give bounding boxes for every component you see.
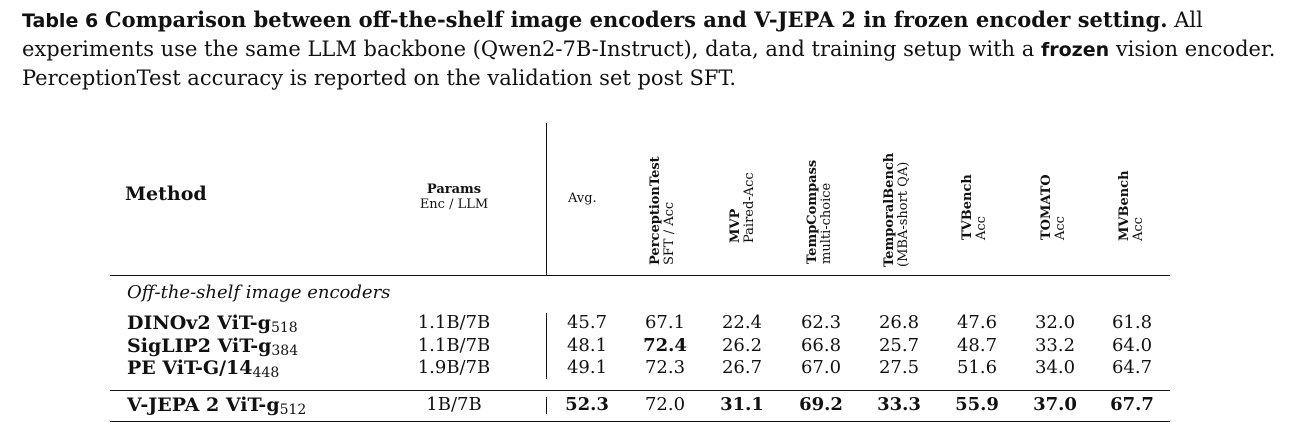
table-row-2-value: 27.5 [878, 357, 920, 378]
benchmark-sub: Acc [1131, 217, 1146, 241]
table-row-final-value: 33.3 [877, 394, 921, 415]
method-resolution: 384 [271, 343, 299, 359]
table-row-0-value: 45.7 [566, 312, 608, 333]
benchmark-title: TVBench [960, 174, 975, 240]
table-row-1-value: 48.7 [956, 335, 998, 356]
benchmark-title: PerceptionTest [648, 156, 663, 265]
table-row-1-value: 64.0 [1111, 335, 1153, 356]
table-row-1-value: 25.7 [878, 335, 920, 356]
table-row-0-value: 26.8 [878, 312, 920, 333]
table-row-final-value: 31.1 [720, 394, 764, 415]
caption-body-before: All experiments use the same LLM backbon… [22, 8, 1203, 61]
method-resolution: 512 [279, 402, 307, 418]
benchmark-title: MVBench [1117, 170, 1132, 241]
method-name: V-JEPA 2 ViT-g [127, 394, 280, 416]
table-row-2-value: 34.0 [1034, 357, 1076, 378]
header-rule [110, 275, 1170, 276]
caption-label: Table 6 [22, 10, 99, 32]
table-row-0-value: 61.8 [1111, 312, 1153, 333]
method-name: DINOv2 ViT-g [127, 312, 271, 334]
benchmark-sub: Acc [974, 216, 989, 240]
table-row-1-value: 72.4 [643, 335, 687, 356]
table-row-0-value: 22.4 [721, 312, 763, 333]
header-params-sub: Enc / LLM [419, 197, 489, 212]
caption-body-after: vision encoder. PerceptionTest accuracy … [22, 37, 1276, 90]
final-row-rule [110, 390, 1170, 391]
table-row-1-value: 66.8 [800, 335, 842, 356]
body-separator [546, 313, 547, 379]
header-avg: Avg. [568, 191, 597, 206]
final-row-separator [546, 397, 547, 414]
table-row-2-value: 67.0 [800, 357, 842, 378]
header-separator [546, 123, 547, 275]
table-row-2-params: 1.9B/7B [417, 357, 491, 378]
table-row-final-params: 1B/7B [426, 394, 482, 415]
benchmark-title: TOMATO [1039, 174, 1054, 240]
table-row-0-value: 32.0 [1034, 312, 1076, 333]
table-row-1-value: 33.2 [1034, 335, 1076, 356]
method-resolution: 448 [252, 365, 280, 381]
section-label: Off-the-shelf image encoders [127, 282, 391, 303]
method-name: PE ViT-G/14 [127, 357, 253, 379]
table-row-final-value: 37.0 [1033, 394, 1077, 415]
caption-body-bold: frozen [1040, 39, 1110, 61]
table-row-0-value: 67.1 [644, 312, 686, 333]
benchmark-sub: (MBA-short QA) [896, 161, 911, 267]
benchmark-title: TemporalBench [882, 152, 897, 267]
header-method: Method [125, 183, 207, 205]
table-row-2-method: PE ViT-G/14448 [127, 357, 279, 381]
header-params: Params Enc / LLM [394, 182, 514, 212]
benchmark-sub: Acc [1053, 216, 1068, 240]
table-row-0-value: 47.6 [956, 312, 998, 333]
header-params-title: Params [426, 182, 482, 197]
table-row-final-value: 69.2 [799, 394, 843, 415]
table-row-2-value: 64.7 [1111, 357, 1153, 378]
table-row-final-value: 52.3 [565, 394, 609, 415]
table-row-2-value: 26.7 [721, 357, 763, 378]
benchmark-title: MVP [728, 208, 743, 243]
table-caption: Table 6 Comparison between off-the-shelf… [22, 6, 1284, 92]
table-row-final-method: V-JEPA 2 ViT-g512 [127, 394, 306, 418]
table-row-0-method: DINOv2 ViT-g518 [127, 312, 298, 336]
method-name: SigLIP2 ViT-g [127, 335, 272, 357]
table-row-1-method: SigLIP2 ViT-g384 [127, 335, 298, 359]
benchmark-sub: Paired-Acc [742, 172, 757, 243]
table-row-final-value: 55.9 [955, 394, 999, 415]
benchmark-title: TempCompass [805, 159, 820, 264]
table-row-0-params: 1.1B/7B [417, 312, 491, 333]
table-row-final-value: 67.7 [1110, 394, 1154, 415]
table-row-0-value: 62.3 [800, 312, 842, 333]
table-row-1-params: 1.1B/7B [417, 335, 491, 356]
benchmark-sub: SFT / Acc [662, 201, 677, 265]
benchmark-sub: multi-choice [819, 182, 834, 264]
caption-title: Comparison between off-the-shelf image e… [104, 7, 1168, 32]
table-row-2-value: 51.6 [956, 357, 998, 378]
table-row-2-value: 49.1 [566, 357, 608, 378]
table-row-1-value: 48.1 [566, 335, 608, 356]
table-row-final-value: 72.0 [644, 394, 686, 415]
table-row-1-value: 26.2 [721, 335, 763, 356]
method-resolution: 518 [270, 320, 298, 336]
table-row-2-value: 72.3 [644, 357, 686, 378]
bottom-rule [110, 421, 1170, 422]
